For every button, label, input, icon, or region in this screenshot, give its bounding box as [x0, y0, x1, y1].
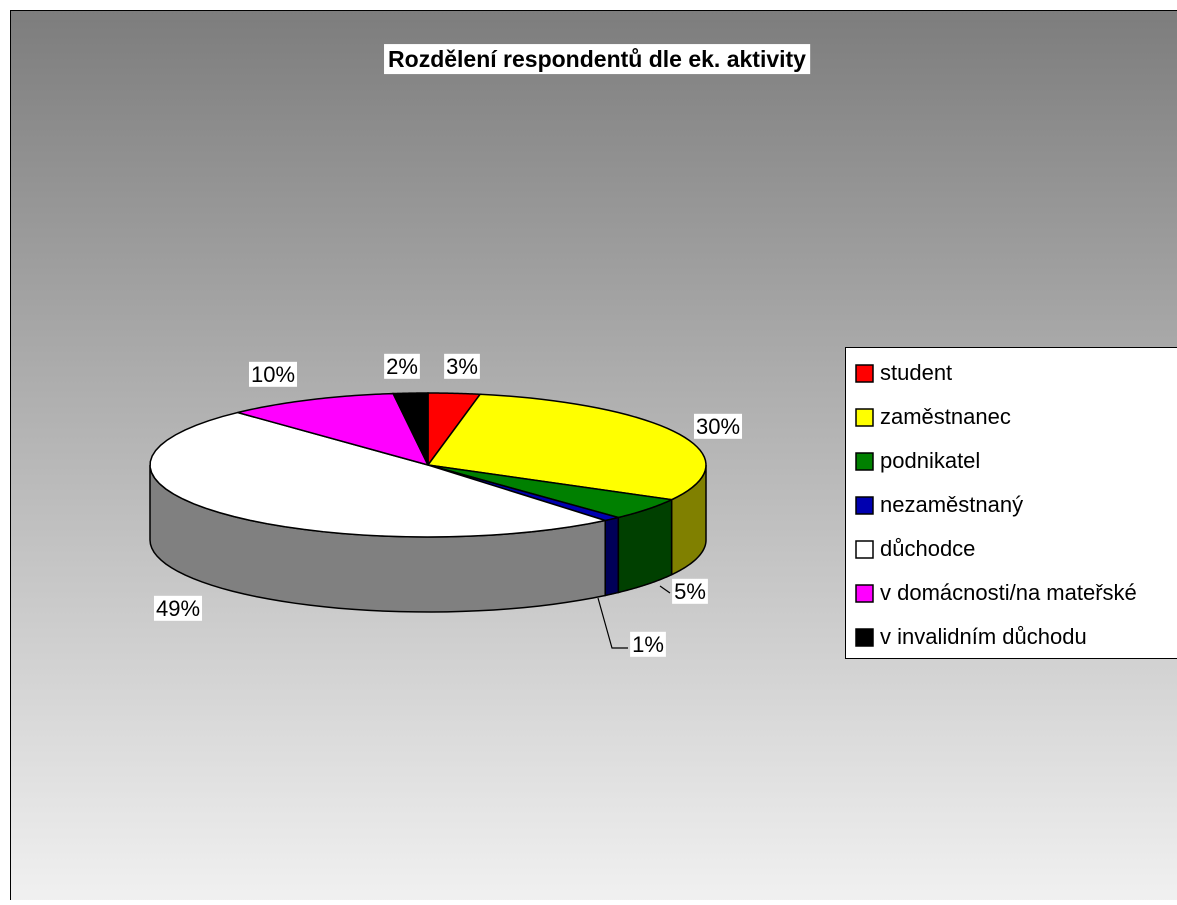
legend-swatch [856, 585, 873, 602]
legend-swatch [856, 453, 873, 470]
data-label: 5% [674, 579, 706, 604]
legend-swatch [856, 629, 873, 646]
data-label: 2% [386, 354, 418, 379]
legend-label: důchodce [880, 536, 975, 561]
legend-swatch [856, 365, 873, 382]
data-label: 30% [696, 414, 740, 439]
data-label: 1% [632, 632, 664, 657]
data-label: 3% [446, 354, 478, 379]
legend-swatch [856, 541, 873, 558]
data-label: 10% [251, 362, 295, 387]
legend-label: v domácnosti/na mateřské [880, 580, 1137, 605]
legend-swatch [856, 497, 873, 514]
legend-label: podnikatel [880, 448, 980, 473]
legend-label: student [880, 360, 952, 385]
legend-label: nezaměstnaný [880, 492, 1023, 517]
chart-title: Rozdělení respondentů dle ek. aktivity [388, 46, 806, 72]
pie [150, 393, 706, 612]
legend-label: v invalidním důchodu [880, 624, 1087, 649]
legend-label: zaměstnanec [880, 404, 1011, 429]
slice-side [605, 517, 618, 595]
data-label: 49% [156, 596, 200, 621]
legend-swatch [856, 409, 873, 426]
